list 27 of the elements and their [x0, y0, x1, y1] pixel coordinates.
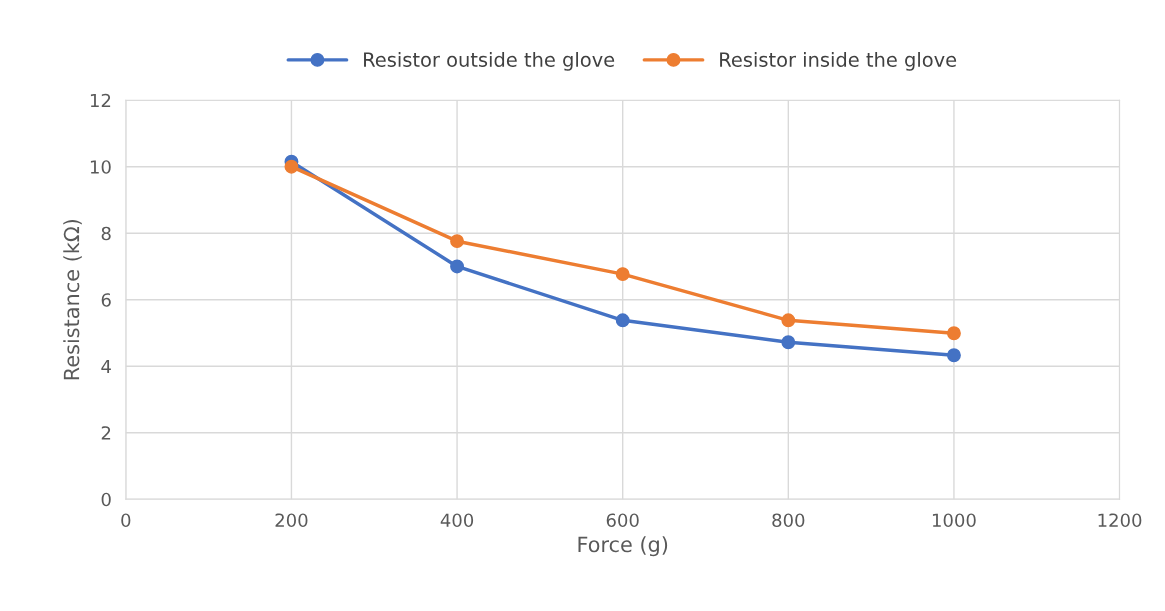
- point: [450, 259, 465, 274]
- x-tick-label: 1000: [932, 513, 976, 528]
- legend-label: Resistor inside the glove: [720, 51, 957, 71]
- point: [284, 159, 299, 174]
- y-tick-label: 6: [101, 293, 111, 307]
- legend-label: Resistor outside the glove: [364, 51, 615, 71]
- point: [450, 234, 465, 249]
- point: [615, 267, 630, 282]
- point: [781, 313, 796, 328]
- y-axis-title: Resistance (kΩ): [63, 219, 82, 380]
- x-tick-label: 600: [606, 513, 639, 528]
- x-tick-label: 0: [121, 513, 131, 528]
- x-tick-label: 1200: [1098, 513, 1142, 528]
- point: [781, 335, 796, 350]
- x-tick-label: 800: [772, 513, 805, 528]
- y-tick-label: 8: [101, 226, 111, 241]
- y-tick-label: 10: [90, 160, 111, 174]
- point: [946, 326, 961, 341]
- x-tick-label: 200: [275, 513, 308, 528]
- x-tick-label: 400: [440, 513, 474, 528]
- x-axis-title: Force (g): [578, 536, 668, 557]
- y-tick-label: 0: [101, 492, 111, 507]
- point: [615, 313, 630, 328]
- y-tick-label: 2: [101, 426, 111, 440]
- y-tick-label: 4: [101, 359, 111, 374]
- point: [946, 348, 961, 363]
- y-tick-label: 12: [90, 93, 111, 108]
